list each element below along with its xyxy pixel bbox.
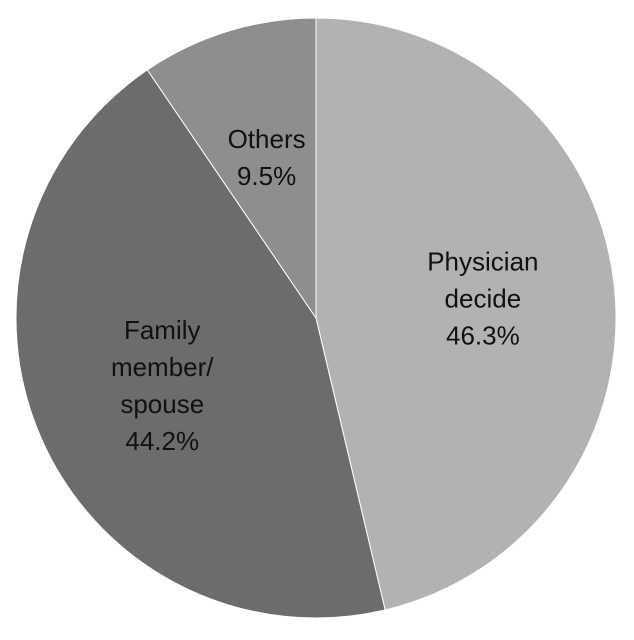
pie-slices	[15, 17, 617, 619]
pie-slice-label-1-line-1: member/	[111, 352, 214, 382]
pie-labels: Physician decide 46.3% Family member/spouse 4…	[111, 124, 539, 456]
pie-slice-label-0: Physician decide 46.3%	[427, 247, 538, 351]
pie-slice-label-1: Family member/spouse 44.2%	[111, 315, 214, 456]
pie-slice-2	[146, 17, 317, 320]
pie-slice-label-1-line-3: 44.2%	[125, 426, 199, 456]
pie-slice-label-2-line-1: 9.5%	[237, 161, 296, 191]
pie-slice-label-0-line-1: decide	[445, 284, 522, 314]
pie-slice-label-1-line-0: Family	[124, 315, 201, 345]
pie-slice-label-0-line-2: 46.3%	[446, 321, 520, 351]
pie-slice-label-1-line-2: spouse	[120, 389, 204, 419]
pie-slice-label-0-line-0: Physician	[427, 247, 538, 277]
pie-slice-1	[15, 69, 386, 619]
pie-slice-label-2-line-0: Others	[228, 124, 306, 154]
pie-slice-0	[315, 17, 617, 611]
pie-slice-label-2: Others 9.5%	[228, 124, 306, 191]
